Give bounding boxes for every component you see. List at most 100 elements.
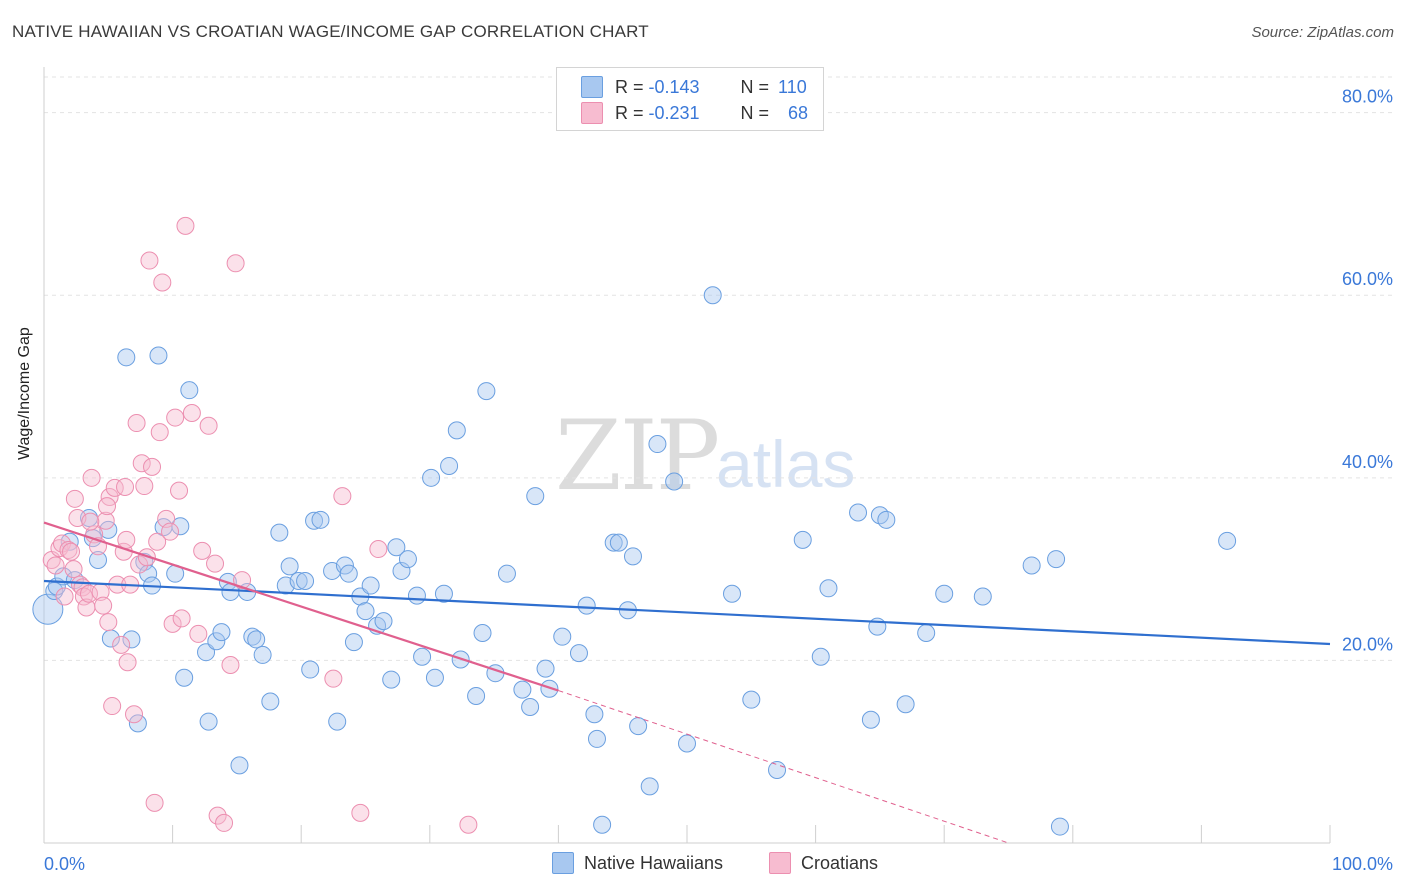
native-hawaiian-point: [407, 586, 426, 605]
native-hawaiian-point: [311, 510, 330, 529]
croatian-point: [117, 530, 136, 549]
chart-title: NATIVE HAWAIIAN VS CROATIAN WAGE/INCOME …: [12, 22, 649, 41]
native-hawaiian-point: [849, 503, 868, 522]
native-hawaiian-point: [280, 557, 299, 576]
native-hawaiian-point: [301, 660, 320, 679]
croatian-point: [324, 669, 343, 688]
croatian-point: [176, 216, 195, 235]
croatian-point: [161, 522, 180, 541]
y-tick-label: 20.0%: [1342, 634, 1393, 654]
croatian-trend-extension: [558, 690, 1009, 844]
native-hawaiian-point: [768, 760, 787, 779]
chart-source: Source: ZipAtlas.com: [1251, 24, 1394, 41]
croatian-point: [150, 423, 169, 442]
series-legend: Native Hawaiians Croatians: [0, 852, 1406, 878]
legend-item-croatians: Croatians: [769, 852, 878, 874]
legend-swatch-blue: [581, 76, 603, 98]
native-hawaiian-point: [425, 668, 444, 687]
native-hawaiian-point: [513, 680, 532, 699]
croatian-point: [172, 609, 191, 628]
native-hawaiian-point: [434, 584, 453, 603]
croatian-point: [99, 613, 118, 632]
r-label: R =: [615, 102, 649, 123]
native-hawaiian-point: [361, 576, 380, 595]
native-hawaiian-point: [648, 435, 667, 454]
croatian-point: [112, 635, 131, 654]
croatian-point: [105, 478, 124, 497]
native-hawaiian-point: [289, 571, 308, 590]
croatian-trend-line: [43, 521, 559, 692]
x-tick-label: 0.0%: [44, 854, 85, 874]
croatian-point: [96, 511, 115, 530]
native-hawaiian-point: [149, 346, 168, 365]
croatian-point: [206, 554, 225, 573]
native-hawaiian-point: [665, 472, 684, 491]
native-hawaiian-trend-line: [43, 579, 1331, 646]
native-hawaiian-point: [270, 523, 289, 542]
r-label: R =: [615, 76, 649, 97]
native-hawaiian-point: [973, 587, 992, 606]
croatian-point: [153, 273, 172, 292]
native-hawaiian-point: [422, 468, 441, 487]
native-hawaiian-point: [935, 584, 954, 603]
croatian-point: [143, 457, 162, 476]
native-hawaiian-point: [356, 602, 375, 621]
croatian-point: [125, 705, 144, 724]
n-value: 68: [788, 102, 809, 123]
native-hawaiian-point: [793, 530, 812, 549]
croatian-point: [233, 571, 252, 590]
native-hawaiian-point: [723, 584, 742, 603]
native-hawaiian-point: [122, 630, 141, 649]
native-hawaiian-point: [742, 690, 761, 709]
native-hawaiian-point: [604, 533, 623, 552]
native-hawaiian-point: [819, 579, 838, 598]
croatian-point: [145, 793, 164, 812]
legend-swatch-pink: [769, 852, 791, 874]
r-value: -0.231: [648, 102, 700, 123]
correlation-legend: R = -0.143 N = 110 R = -0.231 N = 68: [556, 67, 824, 131]
legend-row-native-hawaiians: R = -0.143 N = 110: [581, 75, 807, 99]
native-hawaiian-point: [328, 712, 347, 731]
legend-item-native-hawaiians: Native Hawaiians: [552, 852, 723, 874]
native-hawaiian-point: [587, 729, 606, 748]
native-hawaiian-point: [180, 381, 199, 400]
croatian-point: [130, 555, 149, 574]
native-hawaiian-point: [917, 624, 936, 643]
native-hawaiian-point: [32, 593, 64, 625]
native-hawaiian-point: [197, 643, 216, 662]
native-hawaiian-point: [339, 564, 358, 583]
native-hawaiian-point: [335, 556, 354, 575]
croatian-point: [74, 587, 93, 606]
croatian-point: [208, 806, 227, 825]
native-hawaiian-point: [171, 517, 190, 536]
croatian-point: [71, 575, 90, 594]
r-value: -0.143: [648, 76, 700, 97]
native-hawaiian-point: [609, 533, 628, 552]
watermark-zip: ZIP: [555, 400, 720, 512]
native-hawaiian-point: [305, 511, 324, 530]
native-hawaiian-point: [128, 714, 147, 733]
native-hawaiian-point: [536, 659, 555, 678]
native-hawaiian-point: [585, 705, 604, 724]
croatian-point: [65, 489, 84, 508]
native-hawaiian-point: [678, 734, 696, 753]
native-hawaiian-point: [1218, 531, 1237, 550]
croatian-point: [215, 813, 234, 832]
native-hawaiian-point: [392, 561, 411, 580]
croatian-point: [98, 497, 117, 516]
native-hawaiian-point: [199, 712, 218, 731]
native-hawaiian-point: [526, 487, 545, 506]
native-hawaiian-point: [447, 421, 466, 440]
native-hawaiian-point: [89, 550, 108, 569]
croatian-point: [193, 541, 212, 560]
native-hawaiian-point: [593, 815, 612, 834]
croatian-point: [148, 532, 167, 551]
y-axis-title: Wage/Income Gap: [16, 327, 33, 460]
legend-swatch-blue: [552, 852, 574, 874]
croatian-point: [132, 454, 151, 473]
native-hawaiian-point: [117, 348, 136, 367]
native-hawaiian-point: [877, 510, 896, 529]
native-hawaiian-point: [296, 571, 315, 590]
watermark-atlas: atlas: [716, 427, 856, 501]
